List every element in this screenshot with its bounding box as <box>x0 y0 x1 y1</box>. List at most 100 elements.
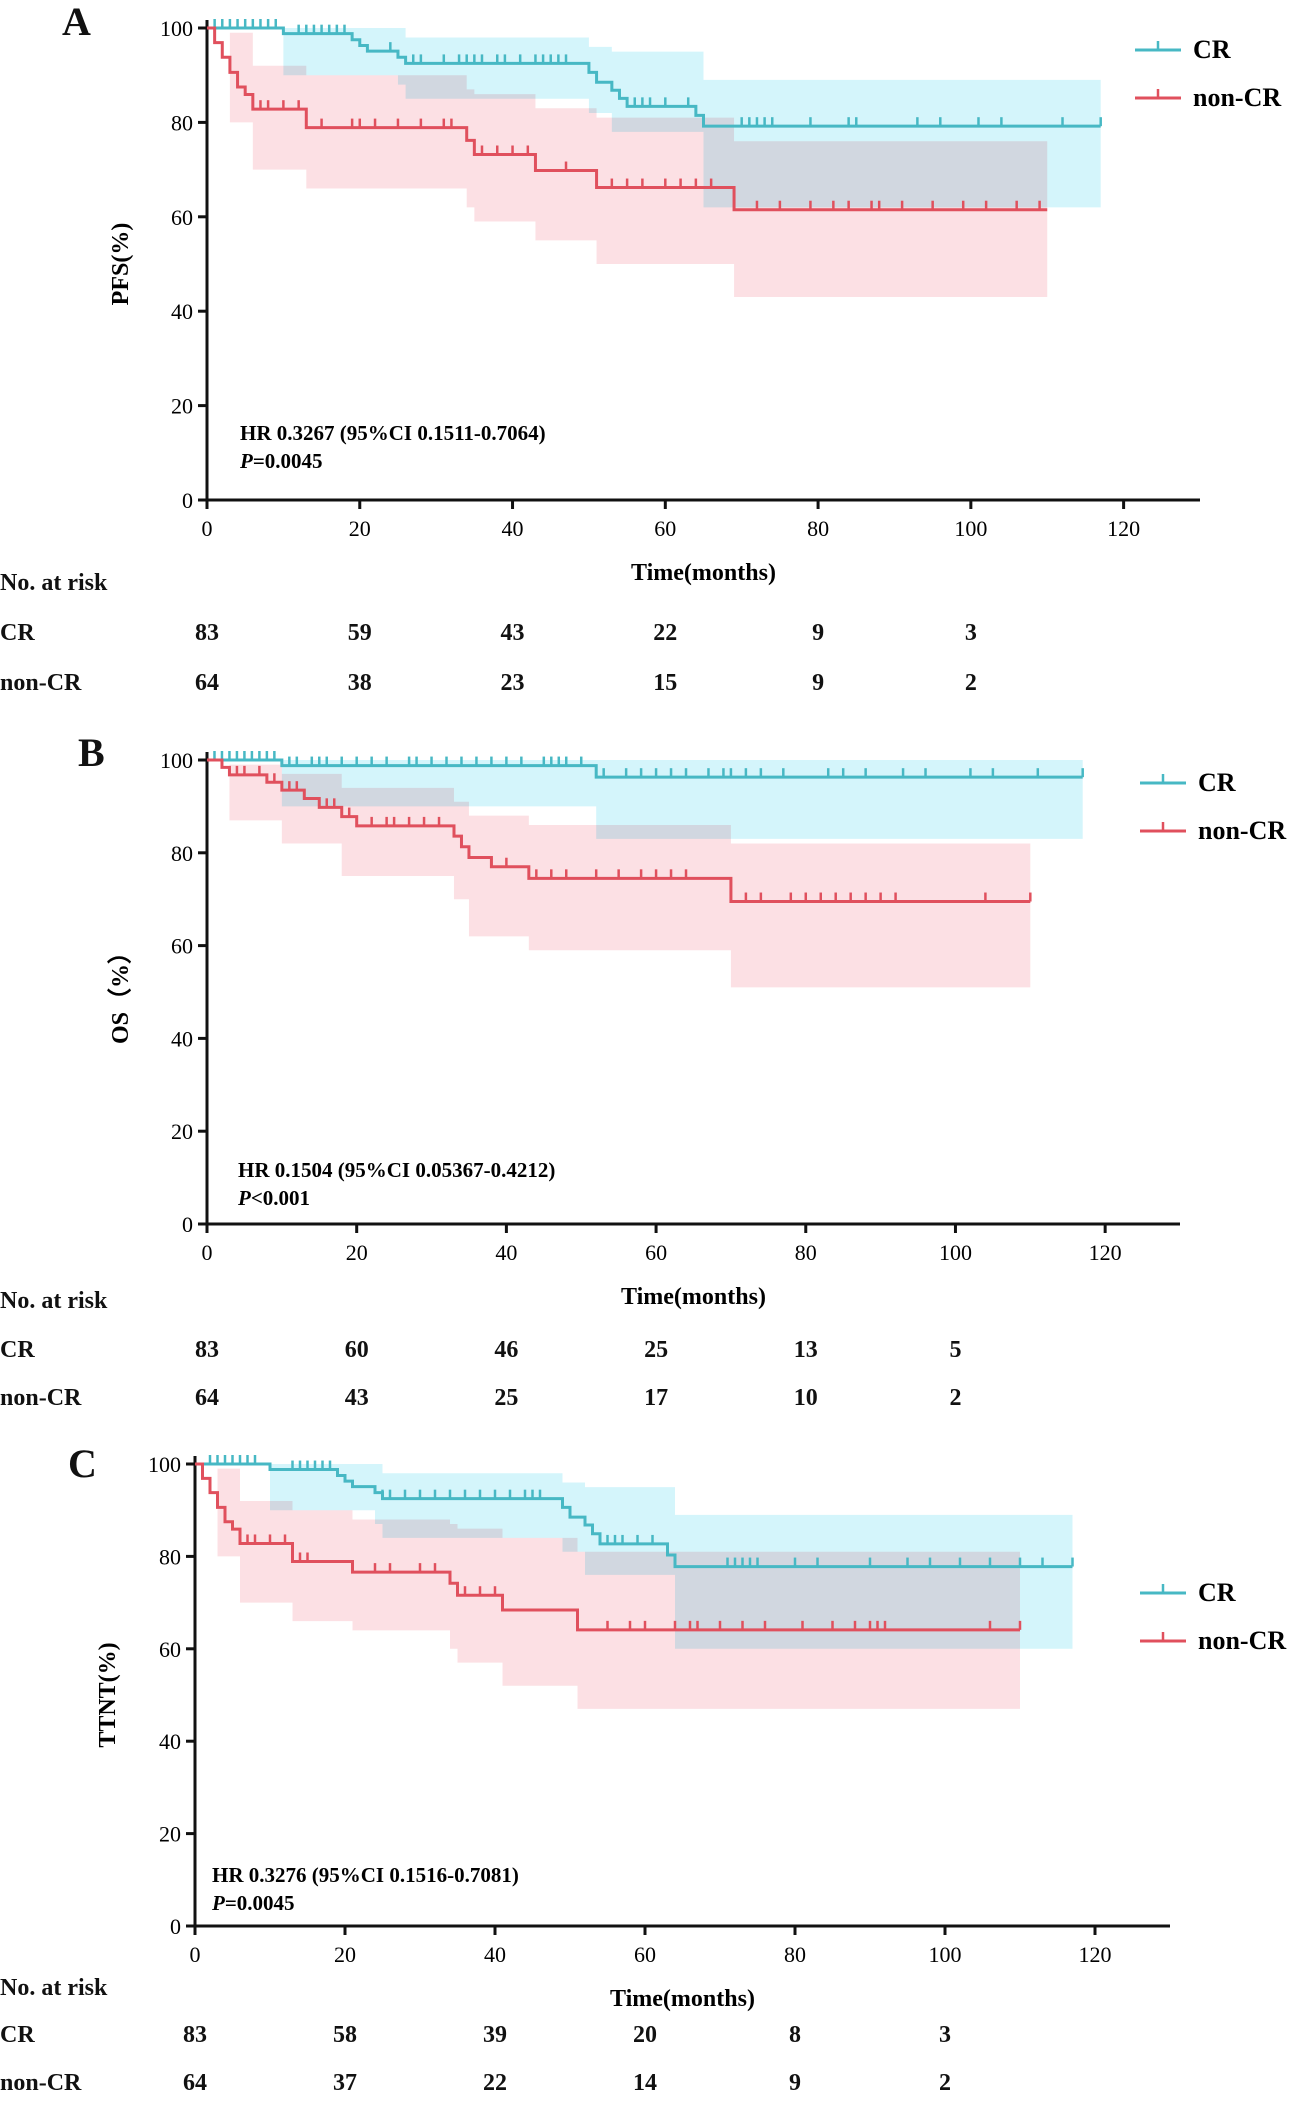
panel-label: C <box>68 1441 97 1486</box>
x-tick-label: 80 <box>807 516 829 541</box>
risk-value: 5 <box>949 1337 962 1363</box>
x-tick-label: 0 <box>190 1942 201 1967</box>
risk-value: 23 <box>500 670 525 696</box>
risk-value: 2 <box>964 670 977 696</box>
panel-a: A 0 20 40 60 80 100 0 20 40 60 80 100 120 Time(months… <box>0 0 1300 710</box>
y-tick-label: 40 <box>159 1729 181 1754</box>
y-tick-label: 60 <box>171 205 193 230</box>
p-value: =0.0045 <box>253 449 323 473</box>
x-tick-label: 100 <box>929 1942 962 1967</box>
x-tick-label: 60 <box>634 1942 656 1967</box>
x-axis-title: Time(months) <box>621 1284 766 1310</box>
p-symbol: P <box>239 449 253 473</box>
risk-value: 64 <box>195 670 219 696</box>
panel-label: A <box>62 0 91 44</box>
km-line-cr <box>195 1462 1073 1569</box>
risk-value: 9 <box>812 620 825 646</box>
legend-label-cr: CR <box>1198 768 1236 797</box>
risk-value: 83 <box>195 1337 219 1363</box>
risk-table-title: No. at risk <box>0 1288 108 1314</box>
risk-value: 83 <box>195 620 219 646</box>
x-tick-label: 60 <box>654 516 676 541</box>
risk-value: 13 <box>793 1337 818 1363</box>
y-tick-label: 80 <box>159 1544 181 1569</box>
ttnt-chart: 0 20 40 60 80 100 0 20 40 60 80 100 120 Time(months) T… <box>95 1452 1286 2012</box>
risk-value: 22 <box>483 2070 507 2096</box>
x-tick-label: 0 <box>202 1240 213 1265</box>
y-tick-label: 0 <box>170 1914 181 1939</box>
x-tick-label: 80 <box>795 1240 817 1265</box>
x-tick-label: 60 <box>645 1240 667 1265</box>
risk-value: 39 <box>483 2022 507 2048</box>
hazard-ratio-text: HR 0.3267 (95%CI 0.1511-0.7064) <box>240 421 546 445</box>
p-value: =0.0045 <box>225 1891 295 1915</box>
p-symbol: P <box>211 1891 225 1915</box>
risk-row-label-cr: CR <box>0 620 35 646</box>
legend-label-noncr: non-CR <box>1193 83 1281 112</box>
risk-value: 43 <box>344 1385 369 1411</box>
x-tick-label: 120 <box>1089 1240 1122 1265</box>
y-axis-title: PFS(%) <box>108 223 134 306</box>
risk-value: 10 <box>793 1385 818 1411</box>
x-tick-label: 0 <box>202 516 213 541</box>
risk-value: 37 <box>333 2070 357 2096</box>
x-tick-label: 100 <box>954 516 987 541</box>
y-tick-label: 40 <box>171 1026 193 1051</box>
risk-value: 64 <box>195 1385 219 1411</box>
x-tick-label: 120 <box>1107 516 1140 541</box>
hazard-ratio-text: HR 0.3276 (95%CI 0.1516-0.7081) <box>212 1863 519 1887</box>
y-tick-label: 20 <box>159 1822 181 1847</box>
risk-value: 14 <box>633 2070 657 2096</box>
os-chart: 0 20 40 60 80 100 0 20 40 60 80 100 120 Time(months) O… <box>107 748 1286 1310</box>
y-tick-label: 0 <box>182 1212 193 1237</box>
risk-value: 8 <box>789 2022 801 2048</box>
risk-table-title: No. at risk <box>0 570 108 596</box>
risk-row-label-noncr: non-CR <box>0 670 82 696</box>
risk-value: 43 <box>500 620 525 646</box>
risk-value: 3 <box>964 620 977 646</box>
panel-label: B <box>78 730 105 775</box>
risk-value: 25 <box>644 1337 669 1363</box>
y-tick-label: 80 <box>171 110 193 135</box>
x-axis-title: Time(months) <box>631 560 776 586</box>
risk-value: 2 <box>949 1385 962 1411</box>
y-tick-label: 60 <box>159 1637 181 1662</box>
p-value: <0.001 <box>251 1186 310 1210</box>
risk-value: 17 <box>644 1385 669 1411</box>
x-tick-label: 40 <box>484 1942 506 1967</box>
risk-value: 60 <box>344 1337 369 1363</box>
risk-value: 9 <box>789 2070 801 2096</box>
x-tick-label: 20 <box>349 516 371 541</box>
risk-value: 20 <box>633 2022 657 2048</box>
y-tick-label: 100 <box>160 748 193 773</box>
x-tick-label: 20 <box>334 1942 356 1967</box>
p-symbol: P <box>237 1186 251 1210</box>
hazard-ratio-text: HR 0.1504 (95%CI 0.05367-0.4212) <box>238 1158 555 1182</box>
x-tick-label: 80 <box>784 1942 806 1967</box>
x-tick-label: 100 <box>939 1240 972 1265</box>
risk-value: 46 <box>494 1337 519 1363</box>
x-tick-label: 20 <box>346 1240 368 1265</box>
risk-row-label-noncr: non-CR <box>0 2070 82 2096</box>
risk-value: 9 <box>812 670 825 696</box>
risk-value: 83 <box>183 2022 207 2048</box>
risk-value: 59 <box>347 620 372 646</box>
risk-row-label-noncr: non-CR <box>0 1385 82 1411</box>
risk-table-title: No. at risk <box>0 1975 108 2001</box>
risk-row-label-cr: CR <box>0 2022 35 2048</box>
p-value-text: P<0.001 <box>237 1186 310 1210</box>
x-axis-title: Time(months) <box>610 1986 755 2012</box>
km-line-noncr <box>207 26 1048 212</box>
risk-value: 58 <box>333 2022 357 2048</box>
km-line-cr <box>207 758 1083 779</box>
legend-label-noncr: non-CR <box>1198 1626 1286 1655</box>
panel-b: B 0 20 40 60 80 100 0 20 40 60 80 100 120 Time(months… <box>0 725 1300 1425</box>
panel-c: C 0 20 40 60 80 100 0 20 40 60 80 100 120 Time(months… <box>0 1430 1300 2102</box>
y-tick-label: 20 <box>171 1119 193 1144</box>
risk-value: 25 <box>494 1385 519 1411</box>
ci-band-noncr <box>207 28 1048 298</box>
risk-value: 38 <box>347 670 372 696</box>
x-tick-label: 40 <box>502 516 524 541</box>
km-line-cr <box>207 26 1101 128</box>
y-tick-label: 0 <box>182 488 193 513</box>
